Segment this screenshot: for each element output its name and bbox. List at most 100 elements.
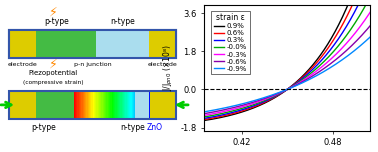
Y-axis label: J/J$_{pn0}$ (×10⁸): J/J$_{pn0}$ (×10⁸) xyxy=(161,44,175,91)
Bar xyxy=(88,91,89,119)
-0.0% xyxy=(338,42,343,44)
Bar xyxy=(139,91,141,119)
Bar xyxy=(142,91,143,119)
Bar xyxy=(74,91,75,119)
Line: -0.0%: -0.0% xyxy=(204,0,370,117)
Bar xyxy=(144,91,146,119)
Bar xyxy=(109,91,111,119)
Text: (compressive strain): (compressive strain) xyxy=(23,80,83,85)
Bar xyxy=(96,91,98,119)
0.9% xyxy=(292,83,296,85)
Bar xyxy=(141,91,142,119)
0.9% xyxy=(282,91,287,93)
-0.6% xyxy=(364,29,369,31)
Bar xyxy=(118,91,119,119)
Bar xyxy=(124,91,126,119)
Text: Piezopotential: Piezopotential xyxy=(28,70,77,76)
-0.6% xyxy=(281,90,285,92)
Text: p-n junction: p-n junction xyxy=(74,62,112,67)
-0.6% xyxy=(292,85,296,87)
Bar xyxy=(125,91,127,119)
Bar xyxy=(146,91,147,119)
Bar xyxy=(149,30,176,58)
-0.6% xyxy=(338,55,343,57)
Bar xyxy=(122,91,123,119)
Bar xyxy=(143,91,145,119)
Bar xyxy=(123,91,124,119)
Bar xyxy=(135,91,149,119)
Bar xyxy=(120,91,122,119)
Bar xyxy=(104,91,105,119)
Bar xyxy=(116,91,118,119)
Bar xyxy=(82,91,84,119)
-0.0% xyxy=(301,78,305,80)
Bar xyxy=(101,91,103,119)
Bar xyxy=(130,91,132,119)
-0.9% xyxy=(292,86,296,87)
-0.9% xyxy=(282,90,287,92)
Bar xyxy=(94,91,96,119)
Bar xyxy=(76,91,78,119)
0.3% xyxy=(281,91,285,93)
-0.9% xyxy=(364,40,369,41)
Line: -0.9%: -0.9% xyxy=(204,37,370,112)
-0.9% xyxy=(281,90,285,92)
0.3% xyxy=(301,77,305,79)
-0.3% xyxy=(301,79,305,81)
Bar xyxy=(113,91,115,119)
-0.3% xyxy=(368,11,373,13)
-0.3% xyxy=(338,49,343,51)
Bar xyxy=(149,91,176,119)
Line: -0.3%: -0.3% xyxy=(204,12,370,115)
Bar xyxy=(9,30,36,58)
Bar xyxy=(93,91,94,119)
Bar xyxy=(137,91,138,119)
Bar xyxy=(133,91,135,119)
-0.0% xyxy=(281,91,285,93)
Text: n-type: n-type xyxy=(120,123,145,132)
Bar xyxy=(107,91,108,119)
0.3% xyxy=(282,90,287,92)
Bar xyxy=(9,91,36,119)
Bar xyxy=(95,91,97,119)
Text: ⚡: ⚡ xyxy=(48,6,57,19)
Bar xyxy=(86,91,88,119)
Bar xyxy=(77,91,79,119)
0.6% xyxy=(281,91,285,93)
-0.0% xyxy=(292,84,296,86)
Bar xyxy=(89,91,90,119)
-0.6% xyxy=(202,113,206,115)
Text: ZnO: ZnO xyxy=(147,123,163,132)
-0.0% xyxy=(364,3,369,5)
Bar xyxy=(84,91,85,119)
-0.6% xyxy=(368,24,373,26)
-0.0% xyxy=(282,90,287,92)
Bar xyxy=(115,91,117,119)
Bar xyxy=(114,91,116,119)
Bar xyxy=(135,91,137,119)
Bar xyxy=(81,91,83,119)
0.9% xyxy=(281,92,285,93)
Bar xyxy=(85,91,87,119)
Bar xyxy=(36,30,96,58)
Legend: 0.9%, 0.6%, 0.3%, -0.0%, -0.3%, -0.6%, -0.9%: 0.9%, 0.6%, 0.3%, -0.0%, -0.3%, -0.6%, -… xyxy=(211,10,250,74)
-0.3% xyxy=(281,91,285,92)
Bar xyxy=(127,91,128,119)
0.6% xyxy=(292,83,296,85)
Text: n-type: n-type xyxy=(110,17,135,26)
Bar xyxy=(103,91,104,119)
Line: 0.9%: 0.9% xyxy=(204,0,370,121)
Line: 0.3%: 0.3% xyxy=(204,0,370,118)
Text: electrode: electrode xyxy=(8,62,37,67)
Line: 0.6%: 0.6% xyxy=(204,0,370,120)
0.6% xyxy=(202,119,206,121)
0.9% xyxy=(301,75,305,77)
Bar xyxy=(108,91,109,119)
-0.3% xyxy=(282,90,287,92)
0.3% xyxy=(202,117,206,119)
-0.9% xyxy=(368,36,373,38)
-0.9% xyxy=(301,82,305,83)
Bar xyxy=(134,91,136,119)
Bar xyxy=(100,91,102,119)
-0.0% xyxy=(202,116,206,118)
